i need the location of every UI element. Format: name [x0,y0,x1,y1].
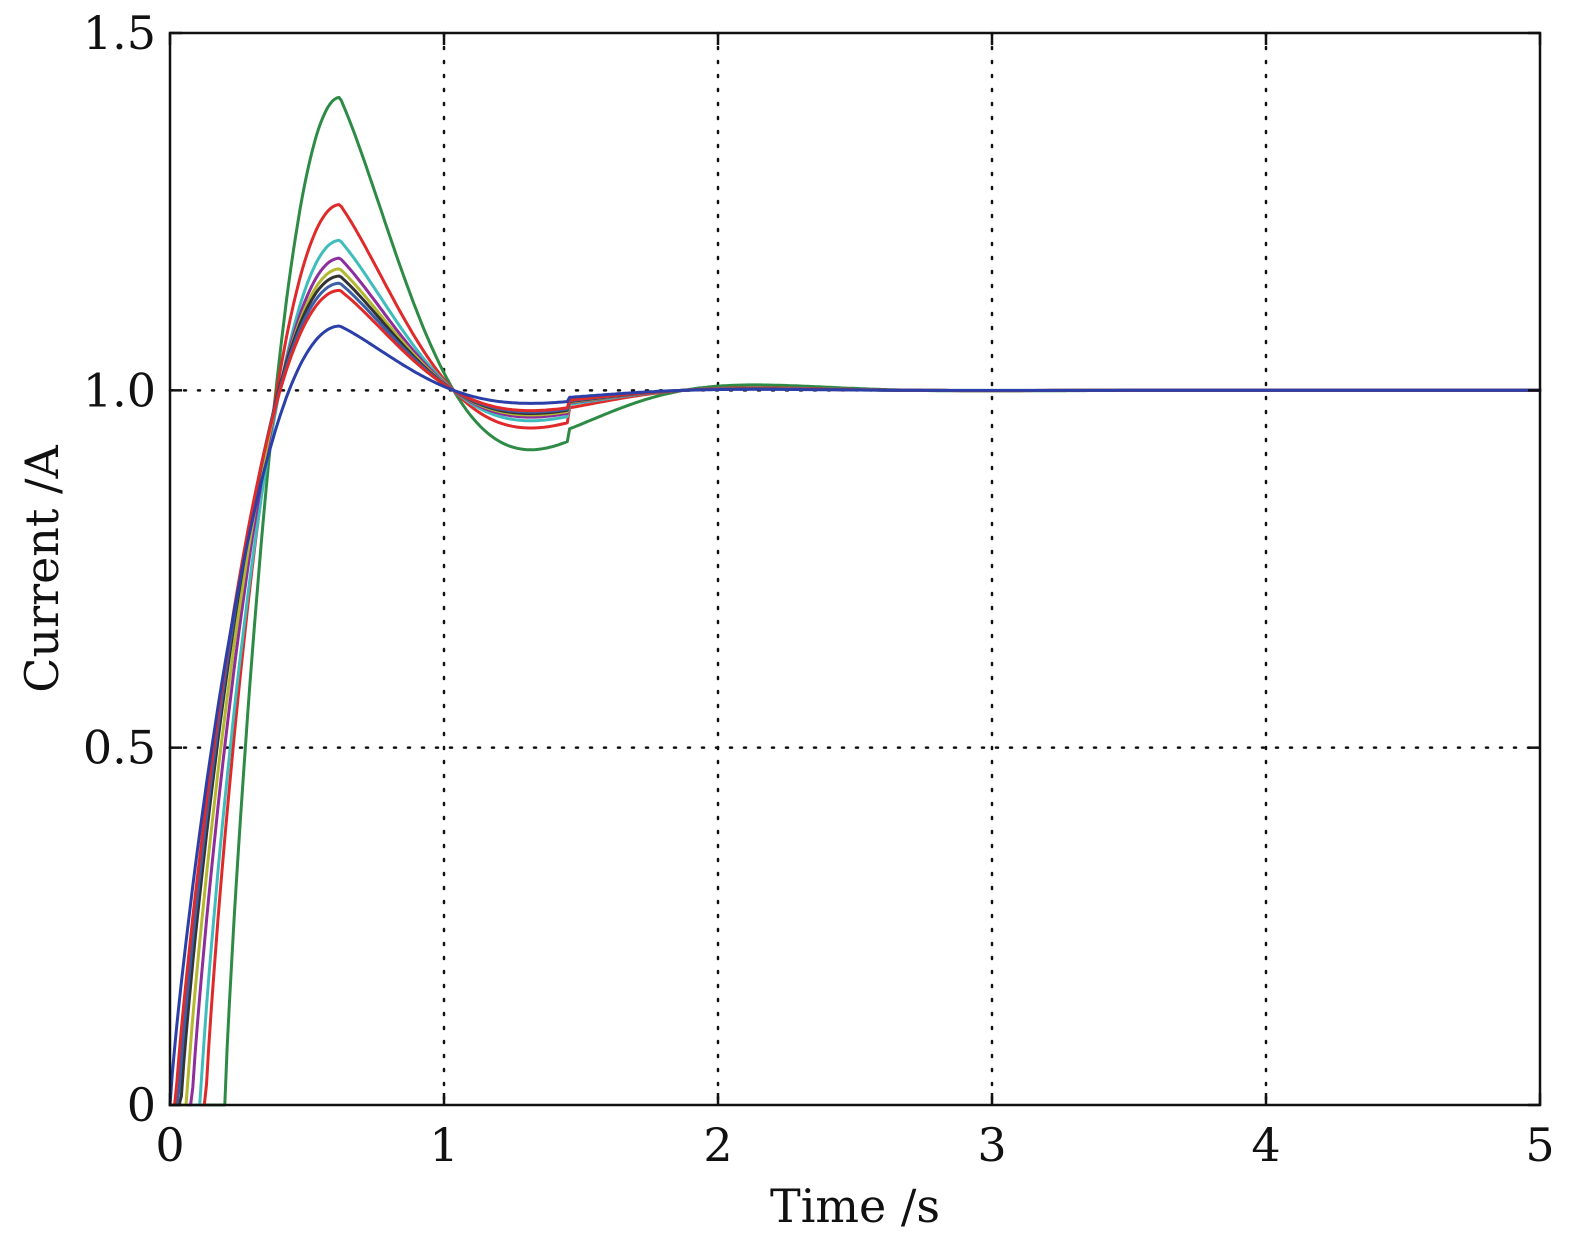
plot-series [168,95,1542,1107]
y-tick-label: 0.5 [83,721,156,775]
y-tick-label: 1.5 [83,6,156,60]
x-tick-label: 3 [977,1118,1006,1172]
series-line-9 [168,324,1542,1107]
x-axis-label: Time /s [770,1179,940,1233]
x-tick-label: 5 [1525,1118,1554,1172]
series-line-8 [168,288,1542,1107]
series-line-7 [168,281,1542,1107]
y-axis-label: Current /A [15,444,69,692]
x-tick-label: 4 [1251,1118,1280,1172]
plot-frame [168,31,1542,1107]
x-tick-labels: 0 1 2 3 4 5 [155,1118,1554,1172]
x-tick-label: 2 [703,1118,732,1172]
y-tick-label: 1.0 [83,363,156,417]
series-line-1 [168,95,1542,1107]
series-line-4 [168,256,1542,1107]
axis-ticks [168,31,1542,1107]
series-line-3 [168,238,1542,1107]
y-tick-labels: 0 0.5 1.0 1.5 [83,6,156,1132]
series-line-2 [168,203,1542,1107]
series-line-5 [168,267,1542,1107]
x-tick-label: 1 [429,1118,458,1172]
series-line-6 [168,274,1542,1107]
x-tick-label: 0 [155,1118,184,1172]
y-tick-label: 0 [127,1078,156,1132]
